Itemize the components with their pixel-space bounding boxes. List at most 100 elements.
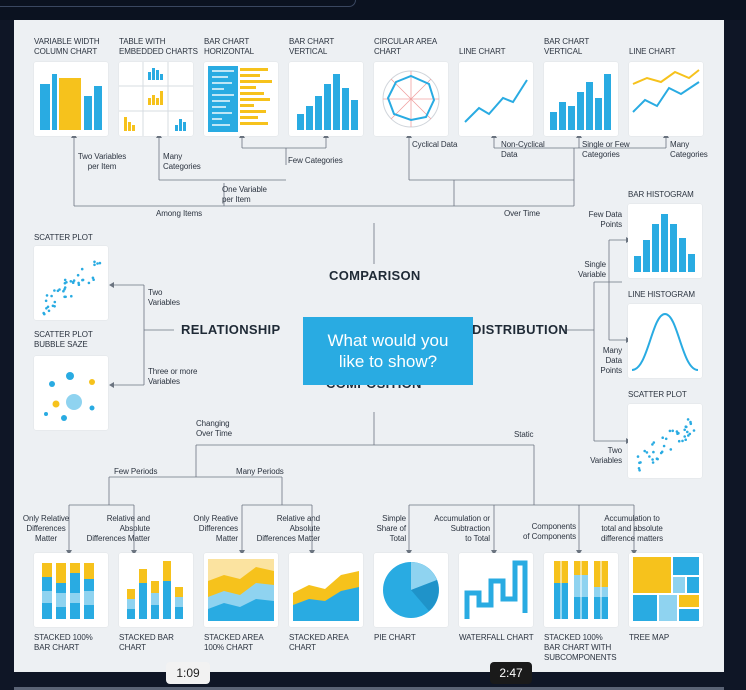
label-line: Absolute (289, 524, 320, 533)
scatter-plot-icon-2 (628, 404, 702, 478)
scatter-dot (683, 428, 686, 432)
label-few-categories: Few Categories (288, 156, 343, 165)
label-line: Only Reative (193, 514, 238, 523)
scatter-dot (63, 278, 67, 282)
label-line: Single (584, 260, 606, 269)
label-accumulation-subtraction: Accumulation or Subtraction to Total (420, 514, 490, 544)
label-line: Non-Cyclical (501, 140, 545, 149)
title-line2: BAR CHART WITH (544, 643, 612, 652)
label-components: Components of Components (514, 522, 576, 542)
title-scatter-plot-2: SCATTER PLOT (628, 390, 687, 399)
label-only-relative: Only Relative Differences Matter (18, 514, 74, 544)
label-simple-share: Simple Share of Total (364, 514, 407, 544)
scatter-dot (47, 309, 51, 313)
scatter-dot (69, 280, 73, 283)
browser-top-bar (0, 0, 746, 20)
scatter-dot (651, 458, 654, 461)
title-line2: BAR CHART (34, 643, 80, 652)
label-line: Categories (582, 150, 620, 159)
scatter-dot (81, 278, 84, 282)
title-circular-area: CIRCULAR AREA CHART (374, 37, 437, 57)
label-line: Total (389, 534, 407, 543)
label-line: Simple (382, 514, 406, 523)
title-line3: SUBCOMPONENTS (544, 653, 617, 662)
title-line1: STACKED 100% (34, 633, 93, 642)
label-line: Only Relative (22, 514, 70, 523)
title-line1: VARIABLE WIDTH (34, 37, 100, 46)
scatter-dot (645, 451, 649, 454)
label-line: Variables (148, 298, 180, 307)
title-line2: COLUMN CHART (34, 47, 98, 56)
video-progress-bar[interactable] (14, 687, 724, 690)
label-line: Over Time (196, 429, 232, 438)
table-embedded-charts-icon (119, 62, 193, 136)
label-over-time: Over Time (504, 209, 540, 218)
label-few-data-points: Few Data Points (574, 210, 623, 230)
scatter-dot (689, 422, 693, 426)
title-stacked-area: STACKED AREA CHART (289, 633, 349, 653)
title-line2: 100% CHART (204, 643, 254, 652)
title-bar-vertical: BAR CHART VERTICAL (289, 37, 334, 57)
label-line: Differences (26, 524, 66, 533)
label-among-items: Among Items (156, 209, 203, 218)
scatter-dot (76, 273, 80, 277)
label-line: BUBBLE SAZE (34, 340, 88, 349)
title-line1: TABLE WITH (119, 37, 166, 46)
title-stacked-area-100: STACKED AREA 100% CHART (204, 633, 264, 653)
title-line1: LINE CHART (459, 47, 506, 56)
scatter-dot (64, 295, 67, 299)
label-line: Two (607, 446, 622, 455)
scatter-dot (664, 437, 668, 441)
scatter-dot (677, 431, 680, 435)
label-single-few: Single or Few Categories (582, 140, 630, 160)
label-many-categories-2: Many Categories (670, 140, 708, 160)
label-many-categories: Many Categories (163, 152, 201, 172)
title-scatter-plot: SCATTER PLOT (34, 233, 93, 242)
title-table-embedded: TABLE WITH EMBEDDED CHARTS (119, 37, 198, 57)
label-relative-absolute-2: Relative and Absolute Differences Matter (248, 514, 321, 544)
label-line: total and absolute (601, 524, 663, 533)
title-line1: LINE CHART (629, 47, 676, 56)
scatter-dot (651, 443, 654, 446)
title-stacked-bar: STACKED BAR CHART (119, 633, 174, 653)
pie-chart-icon (374, 553, 448, 627)
scatter-dot (692, 429, 696, 432)
scatter-dot (651, 461, 655, 464)
line-histogram-icon (628, 304, 702, 378)
title-stacked-100-subcomponents: STACKED 100% BAR CHART WITH SUBCOMPONENTS (544, 633, 617, 663)
scatter-dot (96, 262, 99, 265)
label-accumulation-total: Accumulation to total and absolute differe… (592, 514, 672, 544)
scatter-dot (686, 418, 690, 421)
hover-time-right: 2:47 (490, 662, 532, 684)
scatter-dot (677, 439, 681, 443)
scatter-dot (65, 281, 68, 284)
scatter-dot (681, 439, 684, 443)
label-line: Data (501, 150, 518, 159)
stacked-bar-chart-icon (119, 553, 193, 627)
scatter-dot (652, 441, 656, 444)
label-line: per Item (222, 195, 251, 204)
scatter-dot (636, 455, 640, 458)
scatter-dot (77, 283, 81, 286)
label-line: Accumulation to (604, 514, 660, 523)
center-line2: like to show? (338, 352, 438, 371)
label-many-data-points: Many Data Points (574, 346, 622, 376)
scatter-dot (685, 425, 688, 429)
title-bar-vertical-2: BAR CHART VERTICAL (544, 37, 589, 57)
label-only-relative-2: Only Reative Differences Matter (182, 514, 238, 544)
title-line1: BAR CHART (289, 37, 335, 46)
title-line1: STACKED AREA (289, 633, 349, 642)
scatter-dot (637, 467, 641, 470)
scatter-dot (71, 281, 75, 284)
scatter-dot (668, 429, 672, 433)
label-line: Relative and (276, 514, 320, 523)
label-three-variables: Three or more Variables (148, 367, 197, 387)
title-line1: STACKED AREA (204, 633, 264, 642)
label-line: One Variable (222, 185, 267, 194)
label-line: Many (670, 140, 690, 149)
label-line: Differences Matter (256, 534, 321, 543)
scatter-dot (62, 289, 65, 293)
label-line: of Components (523, 532, 576, 541)
title-line1: STACKED 100% (544, 633, 603, 642)
label-one-variable: One Variable per Item (222, 185, 267, 205)
